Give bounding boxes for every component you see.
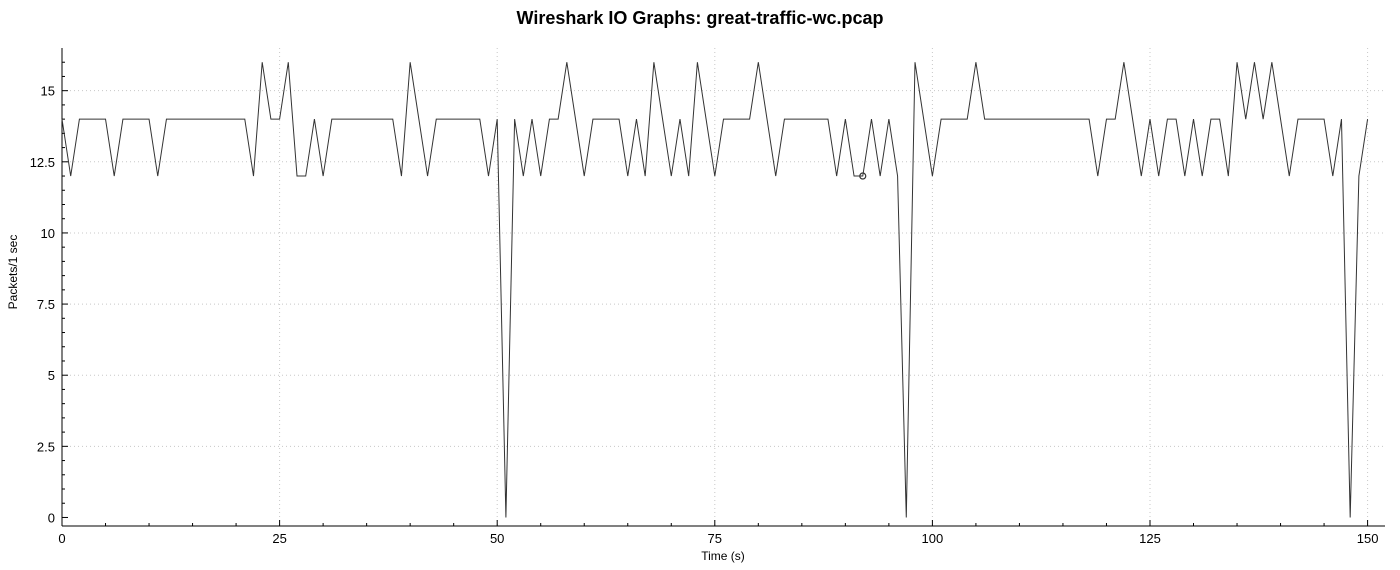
y-tick-label: 12.5 bbox=[30, 155, 55, 170]
series-layer bbox=[61, 62, 1369, 518]
x-axis-ticks: 0 25 50 75 100 125 150 bbox=[58, 520, 1378, 546]
grid-lines bbox=[62, 48, 1385, 526]
y-tick-label: 2.5 bbox=[37, 439, 55, 454]
y-tick-label: 15 bbox=[41, 84, 55, 99]
x-tick-label: 25 bbox=[272, 531, 286, 546]
x-tick-label: 0 bbox=[58, 531, 65, 546]
y-axis-label: Packets/1 sec bbox=[6, 235, 20, 310]
y-tick-label: 0 bbox=[48, 510, 55, 525]
selected-point-marker[interactable] bbox=[859, 172, 867, 180]
y-axis-ticks: 0 2.5 5 7.5 10 12.5 15 bbox=[30, 61, 68, 525]
x-tick-label: 100 bbox=[922, 531, 944, 546]
y-tick-label: 7.5 bbox=[37, 297, 55, 312]
x-tick-label: 125 bbox=[1139, 531, 1161, 546]
x-axis-label: Time (s) bbox=[701, 549, 745, 563]
series-line bbox=[61, 62, 1369, 518]
x-tick-label: 150 bbox=[1357, 531, 1379, 546]
x-tick-label: 75 bbox=[708, 531, 722, 546]
y-tick-label: 5 bbox=[48, 368, 55, 383]
chart-title: Wireshark IO Graphs: great-traffic-wc.pc… bbox=[517, 8, 884, 28]
x-tick-label: 50 bbox=[490, 531, 504, 546]
y-tick-label: 10 bbox=[41, 226, 55, 241]
